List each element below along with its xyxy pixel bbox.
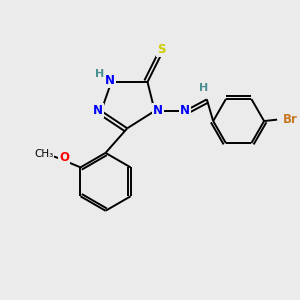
Text: N: N <box>93 104 103 117</box>
Text: CH₃: CH₃ <box>35 149 54 159</box>
Text: H: H <box>94 69 104 79</box>
Text: N: N <box>153 104 163 117</box>
Text: N: N <box>180 104 190 117</box>
Text: H: H <box>199 83 208 93</box>
Text: N: N <box>105 74 115 87</box>
Text: S: S <box>157 43 165 56</box>
Text: Br: Br <box>283 113 298 126</box>
Text: O: O <box>59 151 69 164</box>
